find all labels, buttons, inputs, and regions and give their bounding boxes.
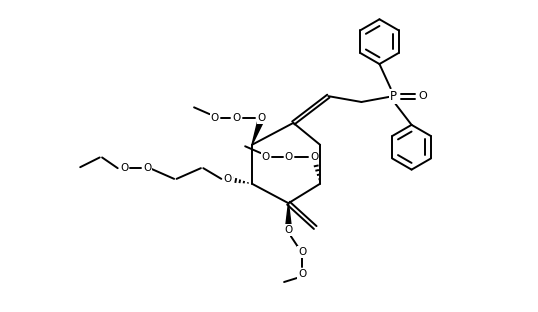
Polygon shape xyxy=(252,117,265,145)
Text: O: O xyxy=(258,113,266,123)
Text: O: O xyxy=(232,113,240,123)
Text: O: O xyxy=(298,269,306,279)
Text: P: P xyxy=(390,90,397,103)
Text: O: O xyxy=(261,152,270,162)
Text: O: O xyxy=(285,225,293,235)
Text: O: O xyxy=(285,152,293,162)
Text: O: O xyxy=(418,91,427,101)
Text: O: O xyxy=(310,152,318,162)
Text: O: O xyxy=(143,163,152,173)
Text: O: O xyxy=(298,247,306,257)
Polygon shape xyxy=(285,203,292,230)
Text: O: O xyxy=(120,163,128,173)
Text: O: O xyxy=(210,113,218,123)
Text: O: O xyxy=(223,174,232,184)
